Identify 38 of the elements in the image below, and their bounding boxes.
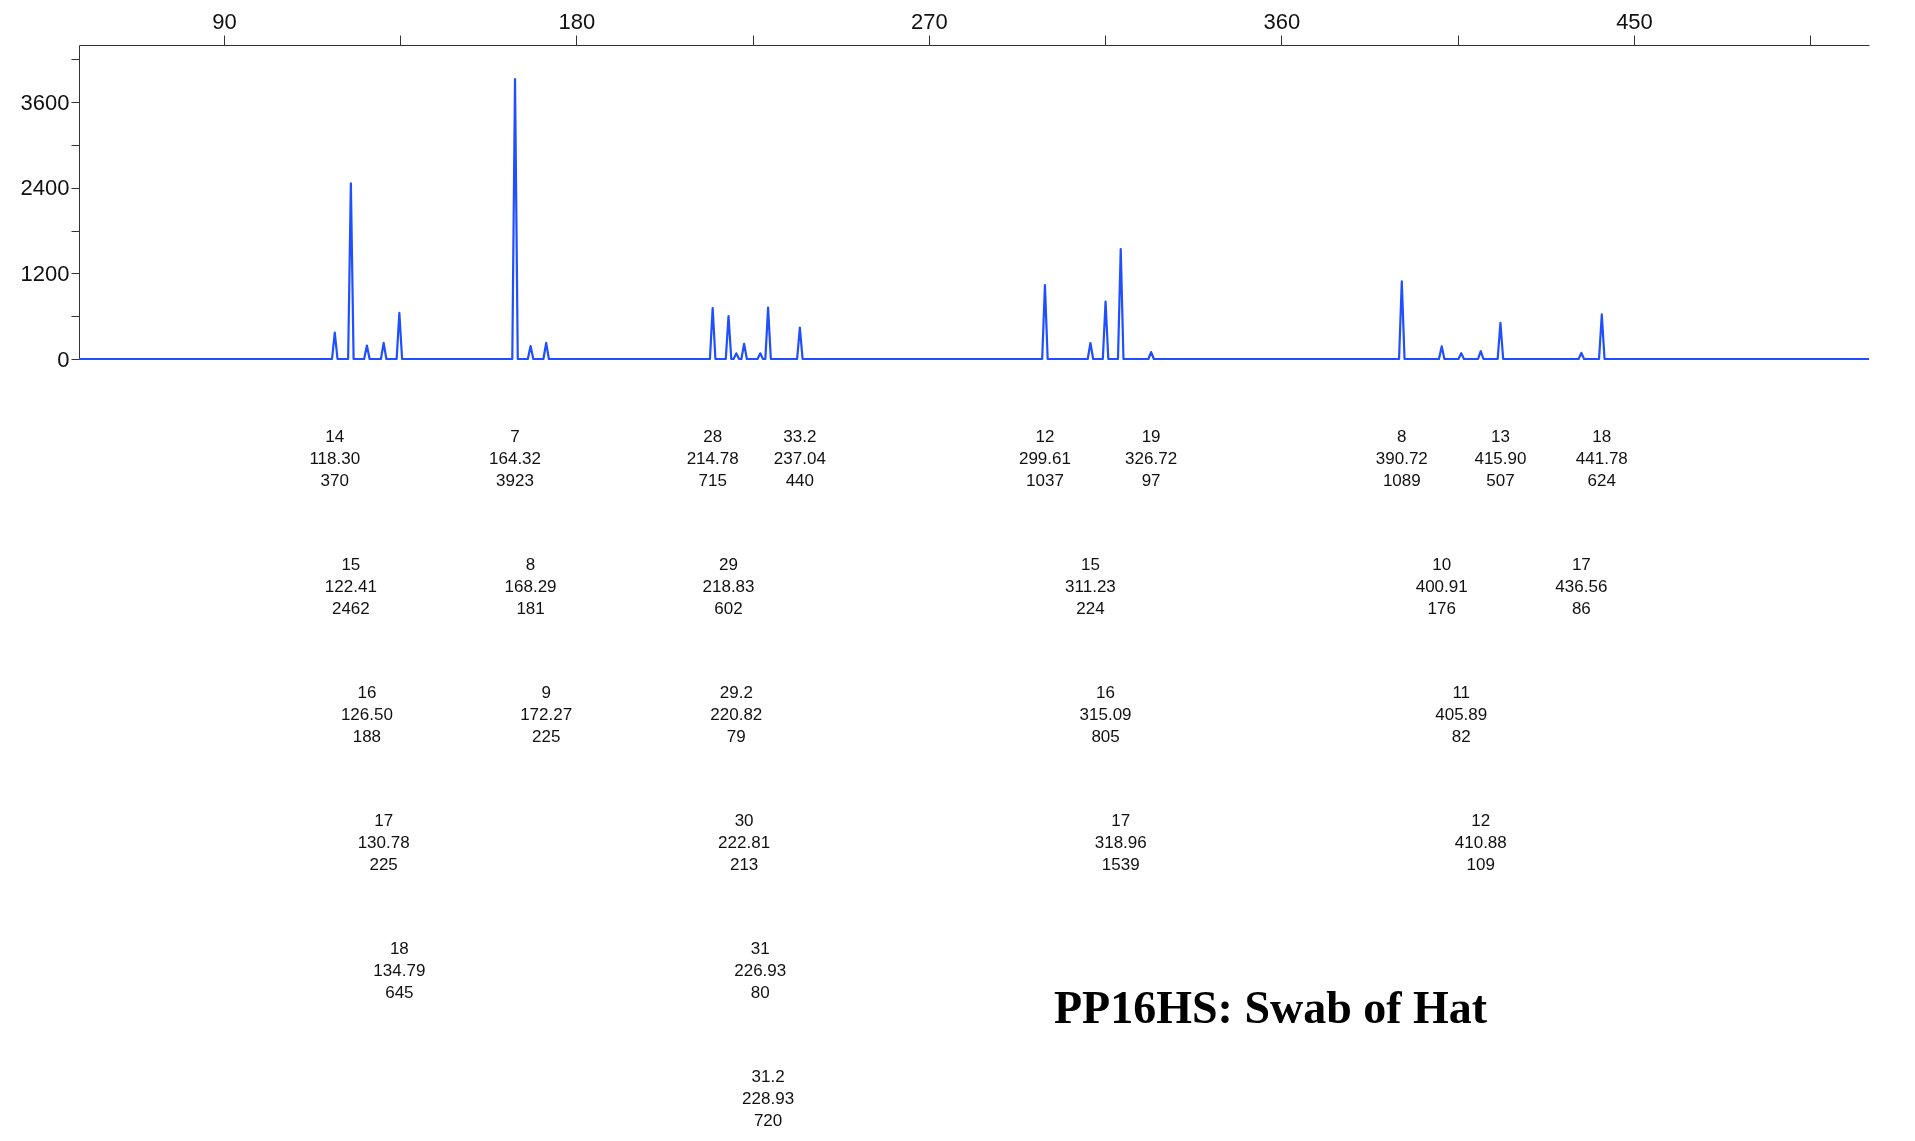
x-tick-label: 450 xyxy=(1616,8,1653,34)
text: 15 122.41 2462 xyxy=(324,555,377,618)
text: PP16HS: Swab of Hat xyxy=(1054,982,1488,1033)
x-tick-label: 360 xyxy=(1263,8,1301,34)
text: 31 226.93 80 xyxy=(734,939,787,1002)
text: 7 164.32 3923 xyxy=(489,427,542,490)
text: 17 436.56 86 xyxy=(1555,555,1608,618)
y-tick-label: 0 xyxy=(57,346,70,372)
text: 17 318.96 1539 xyxy=(1094,811,1147,874)
x-tick-label: 180 xyxy=(558,8,596,34)
text: 16 126.50 188 xyxy=(340,683,393,746)
y-tick-label: 2400 xyxy=(20,175,70,201)
text: 8 168.29 181 xyxy=(504,555,557,618)
y-tick-label: 1200 xyxy=(20,260,70,286)
text: 31.2 228.93 720 xyxy=(742,1067,795,1130)
x-tick-label: 90 xyxy=(212,8,237,34)
text: 12 410.88 109 xyxy=(1454,811,1507,874)
text: 15 311.23 224 xyxy=(1065,555,1116,618)
text: 12 299.61 1037 xyxy=(1018,427,1071,490)
text: 17 130.78 225 xyxy=(357,811,410,874)
text: 13 415.90 507 xyxy=(1474,427,1527,490)
text: 16 315.09 805 xyxy=(1079,683,1132,746)
x-tick-label: 270 xyxy=(911,8,948,34)
text: 29.2 220.82 79 xyxy=(710,683,763,746)
text: 11 405.89 82 xyxy=(1435,683,1488,746)
text: 10 400.91 176 xyxy=(1415,555,1468,618)
text: 19 326.72 97 xyxy=(1125,427,1178,490)
text: 14 118.30 370 xyxy=(309,427,361,490)
text: 18 441.78 624 xyxy=(1575,427,1628,490)
text: 33.2 237.04 440 xyxy=(773,427,826,490)
y-tick-label: 3600 xyxy=(20,89,70,115)
text: 8 390.72 1089 xyxy=(1375,427,1428,490)
text: 30 222.81 213 xyxy=(718,811,771,874)
text: 9 172.27 225 xyxy=(520,683,573,746)
text: 18 134.79 645 xyxy=(373,939,426,1002)
text: 29 218.83 602 xyxy=(702,555,755,618)
text: 28 214.78 715 xyxy=(686,427,739,490)
line-series xyxy=(77,77,1871,361)
